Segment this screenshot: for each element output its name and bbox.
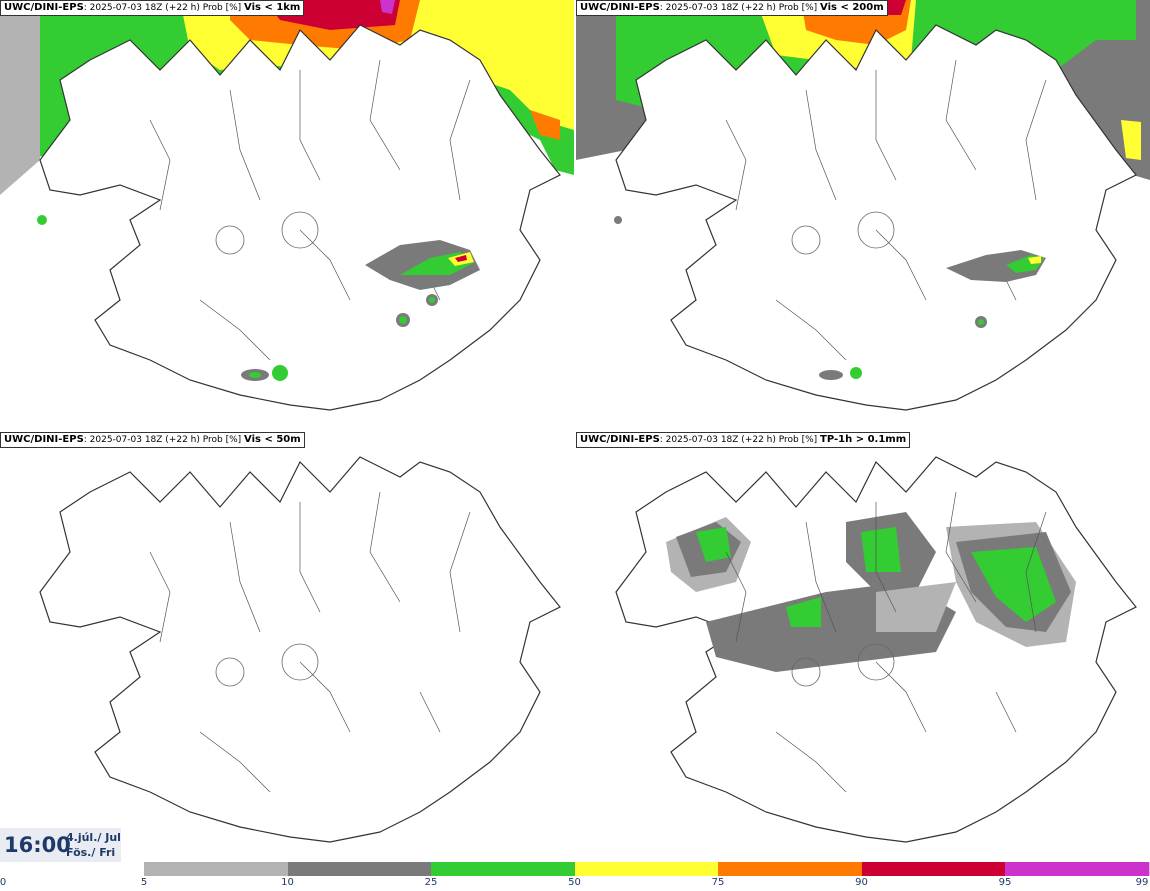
panel-title: UWC/DINI-EPS: 2025-07-03 18Z (+22 h) Pro… xyxy=(576,0,888,16)
valid-time-box: 16:00 4.júl./ Jul Fös./ Fri xyxy=(0,828,121,862)
panel-title: UWC/DINI-EPS: 2025-07-03 18Z (+22 h) Pro… xyxy=(0,432,305,448)
legend-tick-label: 0 xyxy=(0,877,7,888)
legend-color-bin xyxy=(718,862,862,876)
panel-title: UWC/DINI-EPS: 2025-07-03 18Z (+22 h) Pro… xyxy=(576,432,911,448)
legend-color-bin xyxy=(287,862,431,876)
legend-color-bin xyxy=(861,862,1005,876)
legend-tick-label: 99 xyxy=(1135,877,1149,888)
legend-tick-label: 95 xyxy=(998,877,1012,888)
probability-color-legend: 0 5 10 25 50 75 90 95 99 xyxy=(0,862,1150,891)
title-source: UWC/DINI-EPS xyxy=(4,2,84,13)
legend-tick-label: 10 xyxy=(281,877,294,888)
title-variable: Vis < 1km xyxy=(244,2,301,13)
map-panel-vis-1km: UWC/DINI-EPS: 2025-07-03 18Z (+22 h) Pro… xyxy=(0,0,574,430)
title-source: UWC/DINI-EPS xyxy=(580,2,660,13)
valid-hour: 16:00 xyxy=(4,833,71,857)
valid-date-line2: Fös./ Fri xyxy=(66,846,116,859)
legend-color-bin xyxy=(144,862,288,876)
legend-tick-label: 50 xyxy=(568,877,581,888)
legend-tick-label: 75 xyxy=(711,877,725,888)
title-run: : 2025-07-03 18Z (+22 h) Prob [%] xyxy=(83,3,245,13)
title-variable: Vis < 200m xyxy=(820,2,884,13)
map-panel-vis-50m: UWC/DINI-EPS: 2025-07-03 18Z (+22 h) Pro… xyxy=(0,432,574,862)
map-panel-tp1h: UWC/DINI-EPS: 2025-07-03 18Z (+22 h) Pro… xyxy=(576,432,1150,862)
title-run: : 2025-07-03 18Z (+22 h) Prob [%] xyxy=(659,3,821,13)
panel-title: UWC/DINI-EPS: 2025-07-03 18Z (+22 h) Pro… xyxy=(0,0,305,16)
legend-color-bin xyxy=(1005,862,1149,876)
title-source: UWC/DINI-EPS xyxy=(4,434,84,445)
title-source: UWC/DINI-EPS xyxy=(580,434,660,445)
title-variable: TP-1h > 0.1mm xyxy=(820,434,907,445)
valid-date-line1: 4.júl./ Jul xyxy=(66,831,121,844)
iceland-map xyxy=(615,456,1137,843)
legend-color-bin xyxy=(574,862,718,876)
title-run: : 2025-07-03 18Z (+22 h) Prob [%] xyxy=(659,435,821,445)
title-run: : 2025-07-03 18Z (+22 h) Prob [%] xyxy=(83,435,245,445)
iceland-map xyxy=(0,0,574,411)
map-panel-vis-200m: UWC/DINI-EPS: 2025-07-03 18Z (+22 h) Pro… xyxy=(576,0,1150,430)
legend-tick-label: 25 xyxy=(424,877,438,888)
legend-tick-label: 5 xyxy=(140,877,148,888)
iceland-map xyxy=(39,456,561,843)
iceland-map xyxy=(576,0,1150,411)
legend-color-bin xyxy=(431,862,575,876)
legend-tick-label: 90 xyxy=(855,877,868,888)
legend-color-bin xyxy=(1148,862,1150,876)
title-variable: Vis < 50m xyxy=(244,434,301,445)
